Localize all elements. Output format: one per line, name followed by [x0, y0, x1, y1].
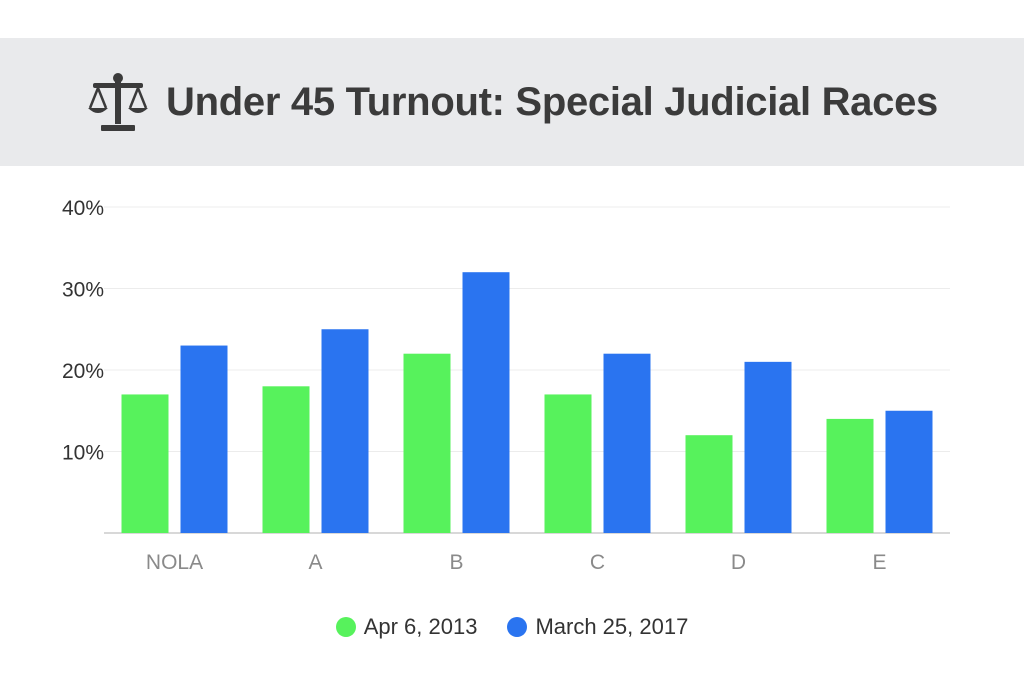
legend-label-2017: March 25, 2017: [535, 614, 689, 639]
scales-icon: [88, 73, 149, 131]
x-tick-label: E: [872, 551, 886, 574]
x-tick-label: A: [308, 551, 322, 574]
x-tick-label: C: [590, 551, 605, 574]
x-tick-label: B: [449, 551, 463, 574]
bar: [826, 418, 874, 533]
bar: [121, 394, 169, 533]
bar: [321, 329, 369, 533]
legend-item-2017: March 25, 2017: [507, 614, 688, 640]
bar: [685, 435, 733, 533]
chart-title: Under 45 Turnout: Special Judicial Races: [166, 79, 938, 124]
y-tick-label: 20%: [62, 360, 104, 383]
title-wrap: Under 45 Turnout: Special Judicial Races: [86, 70, 938, 134]
chart-header: Under 45 Turnout: Special Judicial Races: [0, 38, 1024, 166]
legend: Apr 6, 2013 March 25, 2017: [0, 614, 1024, 640]
x-tick-label: D: [731, 551, 746, 574]
y-tick-label: 10%: [62, 442, 104, 465]
y-tick-label: 40%: [62, 197, 104, 220]
bar: [462, 272, 510, 533]
legend-swatch-2017: [507, 617, 528, 637]
bar: [603, 353, 651, 533]
legend-swatch-2013: [335, 617, 356, 637]
bar: [544, 394, 592, 533]
bar: [262, 386, 310, 533]
bar: [744, 361, 792, 533]
bar: [403, 353, 451, 533]
bar: [885, 410, 933, 533]
legend-item-2013: Apr 6, 2013: [335, 614, 478, 640]
y-tick-label: 30%: [62, 279, 104, 302]
legend-label-2013: Apr 6, 2013: [363, 614, 478, 639]
x-tick-label: NOLA: [146, 551, 203, 574]
bar: [180, 345, 228, 533]
